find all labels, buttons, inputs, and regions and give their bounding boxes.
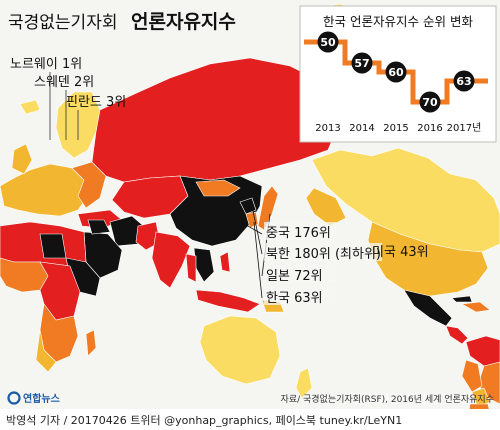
region-libya: [39, 233, 67, 259]
year-tick-label: 2015: [383, 123, 408, 134]
rank-point: [419, 91, 441, 113]
region-indochina: [193, 247, 215, 283]
rank-point-label: 57: [354, 57, 369, 70]
region-cuba: [451, 295, 473, 303]
label-japan: 일본 72위: [266, 269, 323, 284]
label-norway: 노르웨이 1위: [10, 57, 82, 72]
title-main: 언론자유지수: [131, 11, 236, 33]
region-north-korea: [239, 197, 257, 215]
region-south-korea: [245, 211, 259, 229]
region-usa: [367, 221, 489, 297]
nordic-callouts: 노르웨이 1위 스웨덴 2위 핀란드 3위: [10, 57, 126, 140]
map-regions: [0, 3, 500, 430]
year-tick-label: 2016: [417, 123, 442, 134]
yonhap-logo: 연합뉴스: [7, 391, 60, 405]
region-china: [169, 175, 263, 247]
label-korea: 한국 63위: [266, 291, 323, 306]
rank-point-label: 70: [422, 96, 438, 109]
watermark: YONHAP NEWS: [350, 392, 469, 408]
region-japan: [257, 185, 279, 231]
rank-point: [351, 52, 373, 74]
inset-title: 한국 언론자유지수 순위 변화: [323, 14, 473, 29]
logo-mark-icon: [7, 391, 21, 405]
title-prefix: 국경없는기자회: [8, 13, 117, 33]
title-group: 국경없는기자회 언론자유지수: [8, 11, 236, 33]
region-central-america: [445, 325, 469, 345]
region-canada: [311, 147, 500, 253]
inset-plot: 50 2013 57 2014 60 2015 70 2016 63 2017년: [304, 31, 488, 134]
region-iraq-syria: [87, 219, 111, 235]
region-bolivia: [471, 387, 491, 409]
rank-point-label: 63: [456, 75, 471, 88]
rank-point: [453, 70, 475, 92]
region-pakistan: [135, 221, 161, 251]
region-india: [151, 231, 191, 289]
region-madagascar: [85, 329, 97, 357]
label-finland: 핀란드 3위: [66, 95, 126, 110]
rank-point: [317, 31, 339, 53]
year-tick-label: 2013: [315, 123, 340, 134]
region-south-africa: [35, 329, 57, 373]
region-australia: [199, 315, 281, 385]
region-thailand: [185, 253, 197, 283]
label-china: 중국 176위: [266, 226, 331, 241]
region-russia: [91, 57, 339, 183]
region-indonesia: [195, 289, 261, 313]
rank-inset-chart: 한국 언론자유지수 순위 변화 50 2013 57 2014 60 2015 70 2016…: [299, 5, 497, 143]
region-mongolia: [195, 179, 241, 197]
label-sweden: 스웨덴 2위: [34, 75, 94, 90]
region-new-zealand: [295, 367, 313, 399]
rank-point-label: 50: [320, 36, 336, 49]
asia-callouts: 중국 176위 북한 180위 (최하위) 일본 72위 한국 63위: [229, 205, 382, 306]
region-uk: [11, 143, 33, 175]
year-tick-label: 2017년: [447, 122, 482, 134]
region-iceland: [19, 99, 41, 115]
region-philippines: [219, 251, 231, 273]
label-usa: 미국 43위: [372, 245, 429, 260]
region-mexico: [403, 289, 453, 327]
rank-point: [385, 61, 407, 83]
credits: YONHAP NEWS 자료/ 국경없는기자회(RSF), 2016년 세계 언…: [0, 391, 500, 430]
region-europe: [0, 163, 89, 217]
region-colombia-venezuela: [465, 335, 500, 367]
region-peru: [461, 359, 483, 393]
label-north-korea: 북한 180위 (최하위): [266, 247, 381, 262]
region-caribbean: [461, 301, 491, 313]
rank-point-label: 60: [388, 66, 404, 79]
footer-credit: 박영석 기자 / 20170426 트위터 @yonhap_graphics, …: [6, 414, 402, 427]
logo-text: 연합뉴스: [23, 392, 60, 405]
year-tick-label: 2014: [349, 123, 374, 134]
source-note: 자료/ 국경없는기자회(RSF), 2016년 세계 언론자유지수: [281, 393, 494, 405]
